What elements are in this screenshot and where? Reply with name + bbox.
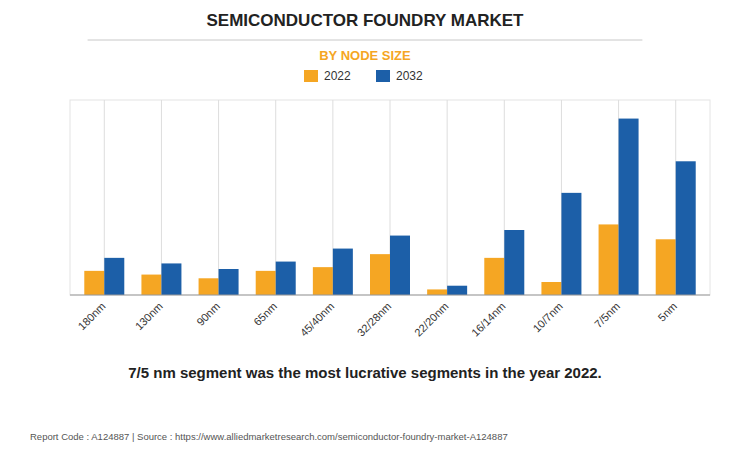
bar [219, 269, 239, 295]
bar [84, 271, 104, 295]
subtitle: BY NODE SIZE [319, 48, 411, 63]
bar [313, 267, 333, 295]
x-tick-label: 180nm [75, 300, 107, 332]
bar [599, 224, 619, 295]
bar [561, 193, 581, 295]
bar [370, 254, 390, 295]
plot-frame [70, 100, 710, 295]
bar [333, 249, 353, 295]
bar [484, 258, 504, 295]
legend-swatch [304, 70, 318, 82]
bar [541, 282, 561, 295]
bar [256, 271, 276, 295]
legend-label: 2022 [324, 69, 351, 83]
bar [276, 262, 296, 295]
footer: Report Code : A124887 | Source : https:/… [30, 431, 508, 442]
legend-label: 2032 [396, 69, 423, 83]
bar [104, 258, 124, 295]
x-tick-label: 65nm [251, 300, 279, 328]
bar [619, 119, 639, 295]
x-tick-label: 130nm [133, 300, 165, 332]
bar [427, 289, 447, 295]
x-tick-label: 32/28nm [355, 300, 394, 339]
bar [161, 263, 181, 295]
x-axis-line [70, 295, 710, 296]
background [0, 0, 730, 453]
x-tick-labels: 180nm 130nm 90nm 65nm 45/40nm 32/28nm 22/20nm 1… [75, 300, 679, 339]
x-tick-label: 10/7nm [530, 300, 564, 334]
x-tick-label: 45/40nm [298, 300, 337, 339]
chart: SEMICONDUCTOR FOUNDRY MARKET BY NODE SIZE… [0, 0, 730, 453]
bar [676, 161, 696, 295]
grid-line [218, 100, 219, 295]
bar [390, 236, 410, 295]
grid-line [447, 100, 448, 295]
bar [141, 275, 161, 295]
annotation: 7/5 nm segment was the most lucrative se… [128, 364, 602, 381]
legend: 2022 2032 [304, 69, 423, 83]
x-tick-label: 5nm [656, 300, 680, 324]
bar [504, 230, 524, 295]
bar [199, 278, 219, 295]
x-tick-label: 22/20nm [412, 300, 451, 339]
bars [84, 119, 695, 295]
grid [104, 100, 675, 295]
x-tick-label: 90nm [194, 300, 222, 328]
title-rule [88, 40, 643, 41]
bar [447, 286, 467, 295]
title: SEMICONDUCTOR FOUNDRY MARKET [206, 11, 524, 30]
legend-swatch [376, 70, 390, 82]
bar [656, 239, 676, 295]
x-tick-label: 7/5nm [592, 300, 622, 330]
x-tick-label: 16/14nm [469, 300, 508, 339]
